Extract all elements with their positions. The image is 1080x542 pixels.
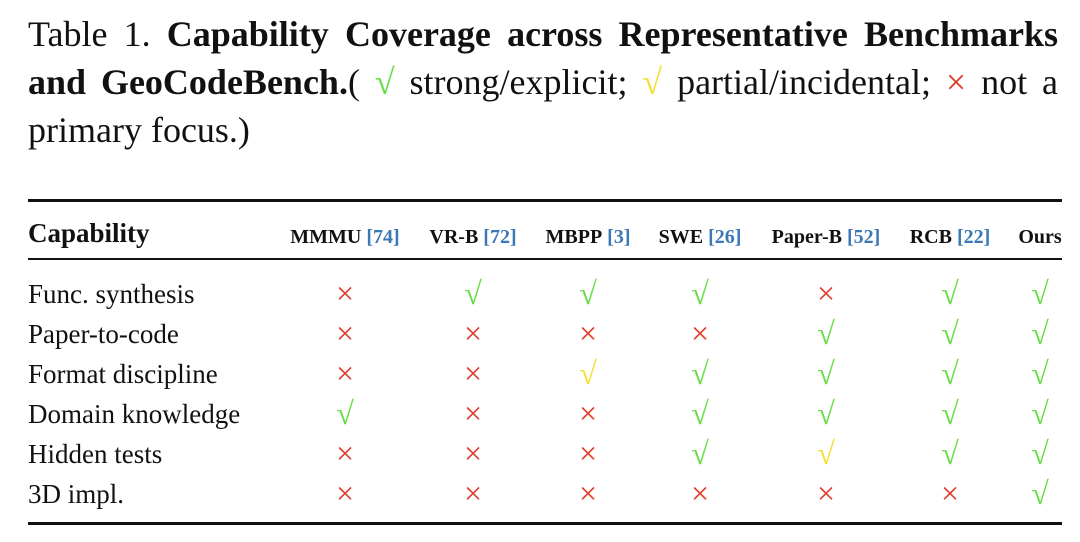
mark-symbol: × bbox=[463, 315, 483, 351]
mark-symbol: √ bbox=[941, 275, 959, 311]
mark-symbol: √ bbox=[579, 275, 597, 311]
mark-symbol: √ bbox=[941, 355, 959, 391]
mark-symbol: √ bbox=[691, 355, 709, 391]
column-name: MMMU bbox=[290, 226, 362, 248]
mark-symbol: × bbox=[335, 275, 355, 311]
column-name: SWE bbox=[658, 226, 704, 248]
mark-symbol: × bbox=[335, 355, 355, 391]
caption-part: √ bbox=[642, 62, 663, 102]
mark-symbol: √ bbox=[817, 435, 835, 471]
mark-symbol: × bbox=[940, 475, 960, 511]
caption: Table 1. Capability Coverage across Repr… bbox=[28, 10, 1058, 154]
mark-symbol: √ bbox=[817, 355, 835, 391]
column-ref: [52] bbox=[847, 226, 881, 248]
caption-part: Capability Coverage across Representativ… bbox=[28, 14, 1058, 102]
row-label: Hidden tests bbox=[28, 439, 163, 469]
mark-symbol: × bbox=[816, 275, 836, 311]
column-ref: [22] bbox=[956, 226, 991, 248]
column-header: MMMU [74] bbox=[290, 226, 399, 249]
mark-symbol: √ bbox=[1031, 275, 1049, 311]
column-ref: [3] bbox=[607, 226, 631, 248]
mark-symbol: × bbox=[578, 435, 598, 471]
mark-symbol: × bbox=[816, 475, 836, 511]
column-header: Ours bbox=[1018, 226, 1061, 249]
mark-symbol: × bbox=[463, 435, 483, 471]
column-ref: [74] bbox=[366, 226, 400, 248]
mid-rule bbox=[28, 258, 1062, 260]
mark-symbol: × bbox=[690, 475, 710, 511]
mark-symbol: √ bbox=[1031, 435, 1049, 471]
bottom-rule bbox=[28, 522, 1062, 525]
column-header: RCB [22] bbox=[910, 226, 991, 249]
mark-symbol: × bbox=[335, 315, 355, 351]
column-header: MBPP [3] bbox=[546, 226, 631, 249]
caption-part: partial/incidental; bbox=[662, 62, 946, 102]
caption-part: Table 1. bbox=[28, 14, 167, 54]
mark-symbol: √ bbox=[941, 435, 959, 471]
row-label: Format discipline bbox=[28, 359, 218, 389]
column-ref: [72] bbox=[483, 226, 517, 248]
mark-symbol: √ bbox=[691, 395, 709, 431]
mark-symbol: × bbox=[463, 355, 483, 391]
mark-symbol: × bbox=[463, 395, 483, 431]
column-header: SWE [26] bbox=[659, 226, 742, 249]
caption-part: strong/explicit; bbox=[394, 62, 643, 102]
row-label: Func. synthesis bbox=[28, 279, 195, 309]
column-ref: [26] bbox=[708, 226, 742, 248]
column-name: VR-B bbox=[429, 226, 479, 248]
mark-symbol: × bbox=[335, 435, 355, 471]
mark-symbol: √ bbox=[817, 395, 835, 431]
column-name: RCB bbox=[909, 226, 952, 248]
mark-symbol: √ bbox=[1031, 355, 1049, 391]
mark-symbol: √ bbox=[464, 275, 482, 311]
mark-symbol: √ bbox=[579, 355, 597, 391]
mark-symbol: √ bbox=[1031, 395, 1049, 431]
mark-symbol: × bbox=[578, 395, 598, 431]
mark-symbol: × bbox=[690, 315, 710, 351]
mark-symbol: × bbox=[578, 475, 598, 511]
column-name: MBPP bbox=[545, 226, 603, 248]
mark-symbol: × bbox=[463, 475, 483, 511]
mark-symbol: √ bbox=[691, 275, 709, 311]
mark-symbol: √ bbox=[817, 315, 835, 351]
column-header: Paper-B [52] bbox=[772, 226, 881, 249]
caption-part: √ bbox=[374, 62, 395, 102]
corner-header: Capability bbox=[28, 218, 150, 248]
column-name: Ours bbox=[1018, 226, 1062, 248]
mark-symbol: × bbox=[335, 475, 355, 511]
caption-part: ( bbox=[347, 62, 375, 102]
mark-symbol: √ bbox=[1031, 475, 1049, 511]
mark-symbol: √ bbox=[691, 435, 709, 471]
row-label: 3D impl. bbox=[28, 479, 125, 509]
column-name: Paper-B bbox=[771, 226, 843, 248]
row-label: Paper-to-code bbox=[28, 319, 179, 349]
caption-part: not a primary focus.) bbox=[28, 62, 1058, 150]
mark-symbol: √ bbox=[336, 395, 354, 431]
mark-symbol: √ bbox=[941, 315, 959, 351]
row-label: Domain knowledge bbox=[28, 399, 241, 429]
mark-symbol: × bbox=[578, 315, 598, 351]
mark-symbol: √ bbox=[941, 395, 959, 431]
top-rule bbox=[28, 199, 1062, 202]
caption-part: × bbox=[945, 62, 967, 102]
column-header: VR-B [72] bbox=[429, 226, 516, 249]
mark-symbol: √ bbox=[1031, 315, 1049, 351]
